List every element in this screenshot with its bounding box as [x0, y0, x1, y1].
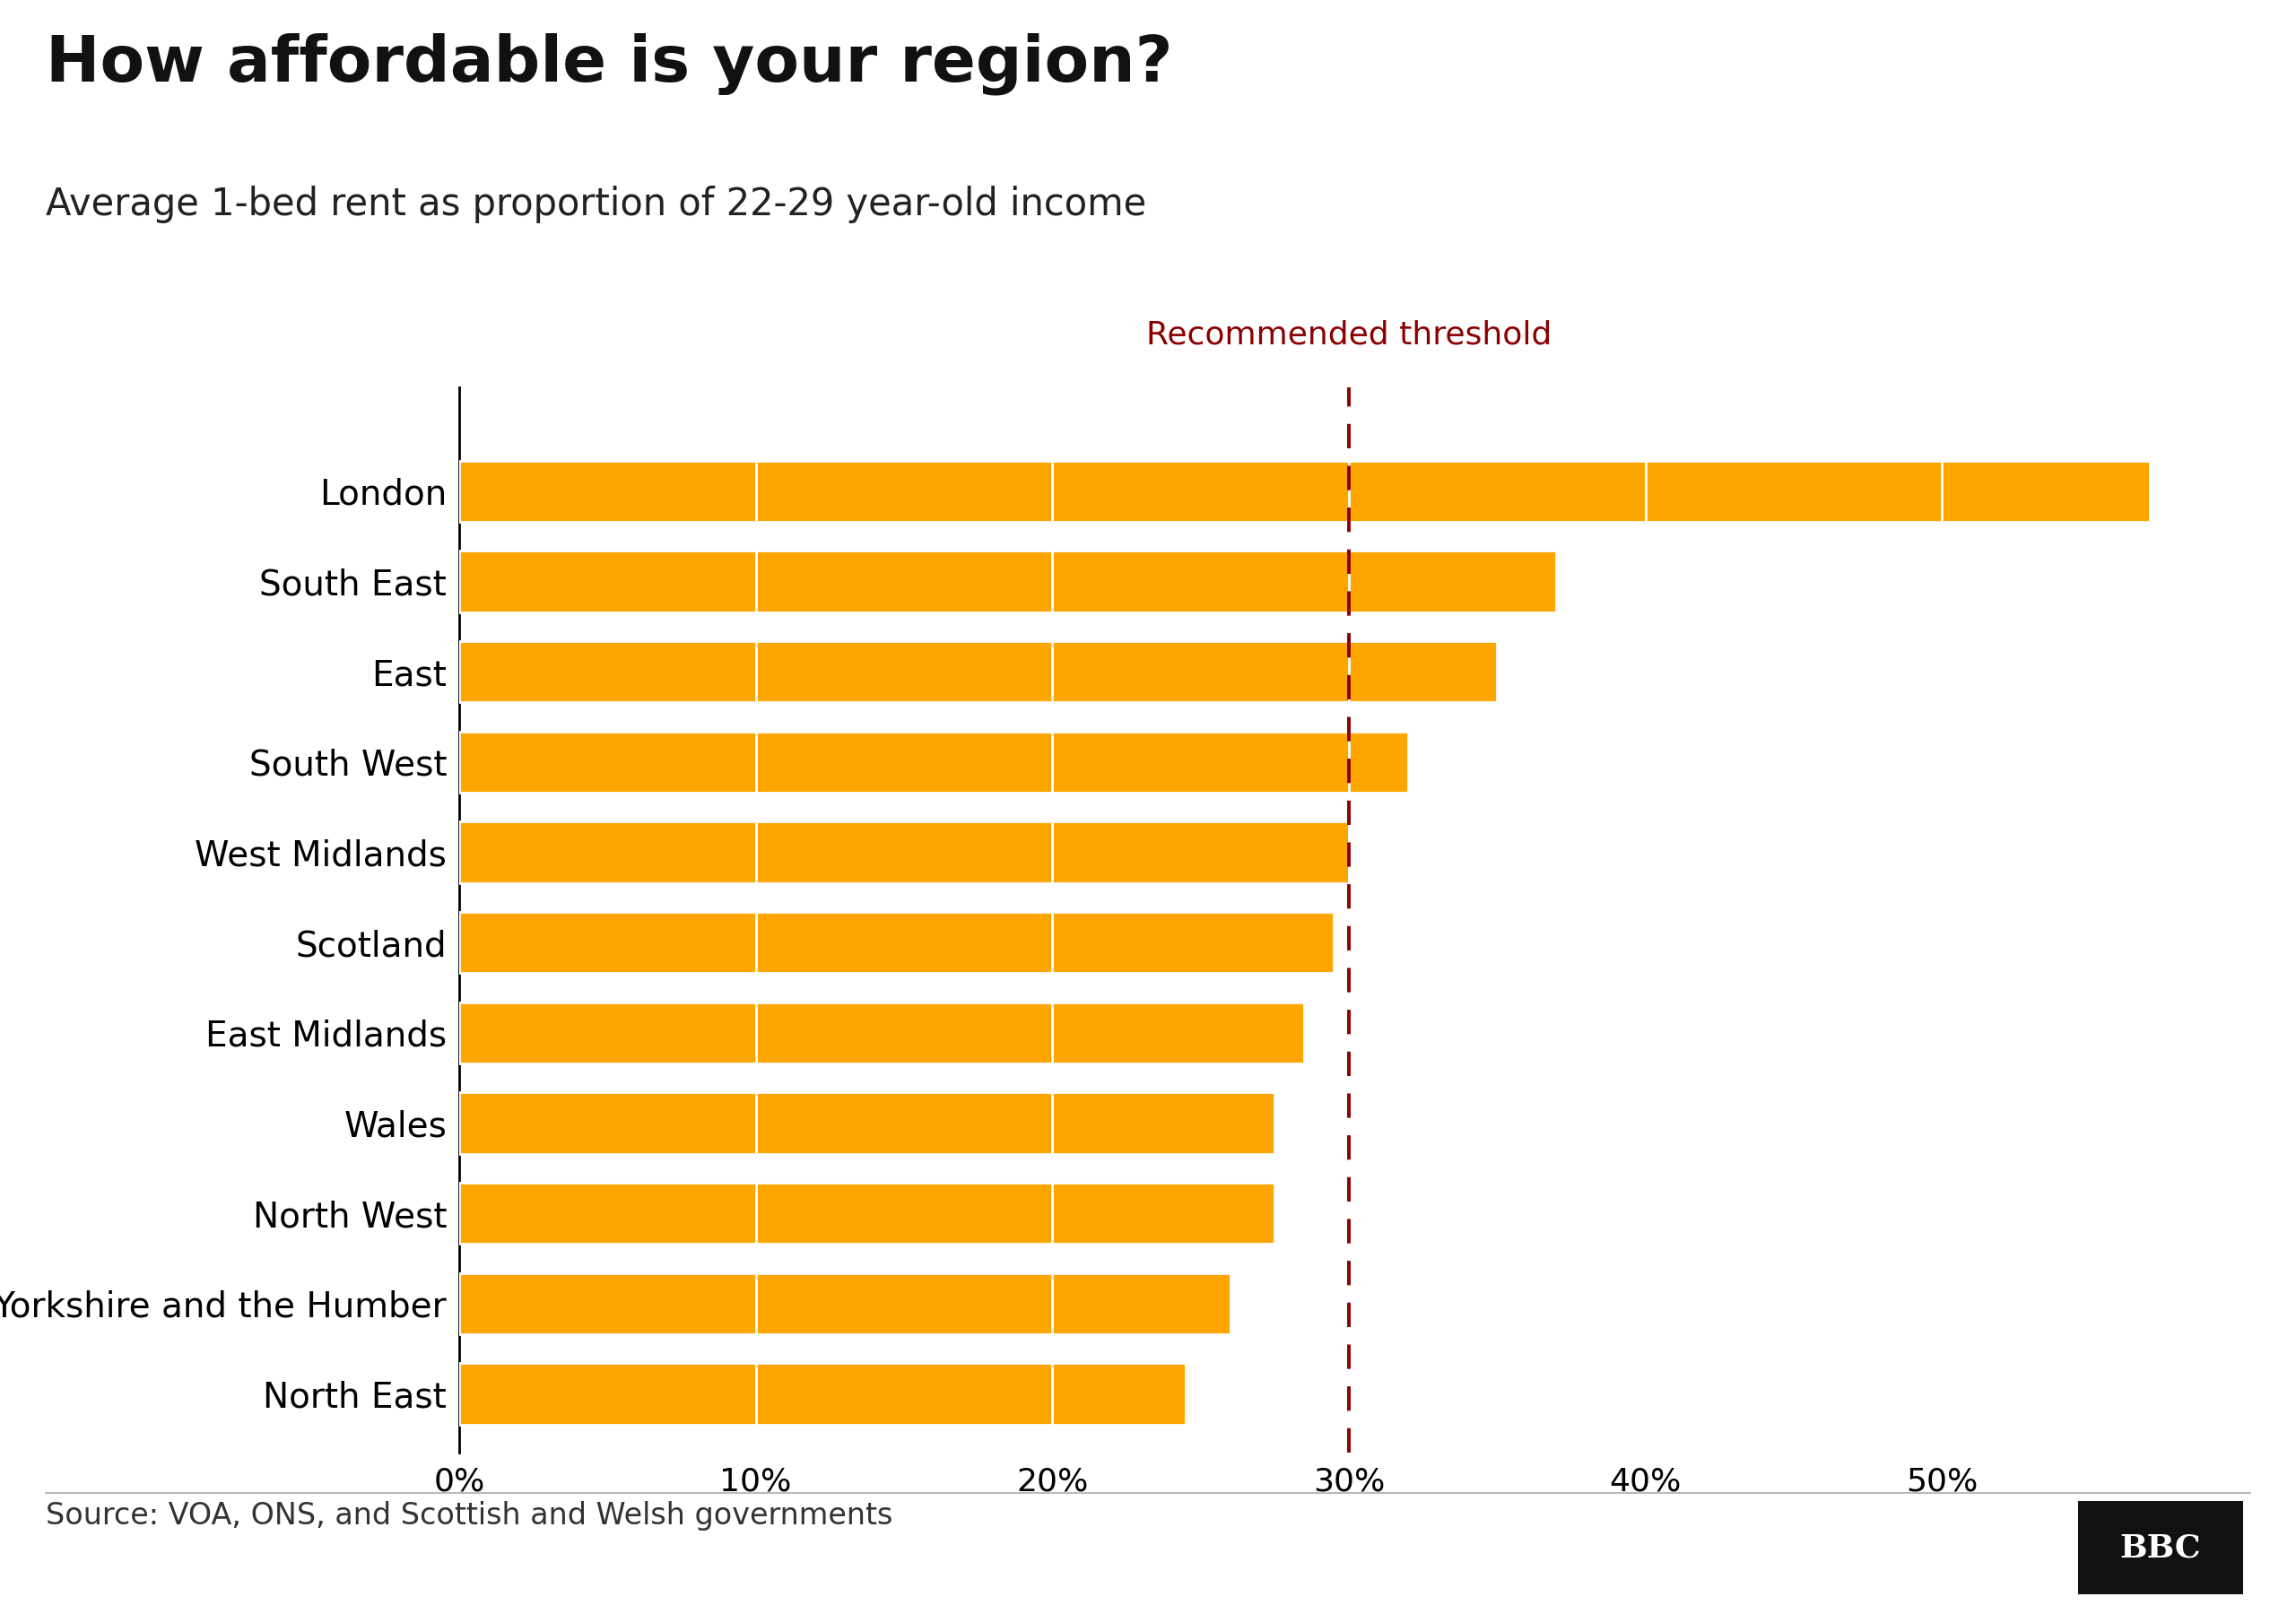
Text: How affordable is your region?: How affordable is your region?	[46, 32, 1173, 95]
Text: Average 1-bed rent as proportion of 22-29 year-old income: Average 1-bed rent as proportion of 22-2…	[46, 186, 1146, 223]
Text: BBC: BBC	[2119, 1533, 2202, 1562]
Bar	[459, 731, 1407, 792]
Bar	[459, 912, 1334, 973]
Text: Source: VOA, ONS, and Scottish and Welsh governments: Source: VOA, ONS, and Scottish and Welsh…	[46, 1501, 893, 1530]
Bar	[459, 1183, 1274, 1244]
Text: Recommended threshold: Recommended threshold	[1146, 320, 1552, 350]
Bar	[459, 822, 1348, 883]
Bar	[459, 1273, 1231, 1335]
Bar	[459, 641, 1497, 702]
Bar	[459, 1093, 1274, 1154]
Bar	[459, 1364, 1185, 1425]
Bar	[459, 550, 1557, 612]
Bar	[459, 1002, 1304, 1064]
Bar	[459, 460, 2149, 521]
